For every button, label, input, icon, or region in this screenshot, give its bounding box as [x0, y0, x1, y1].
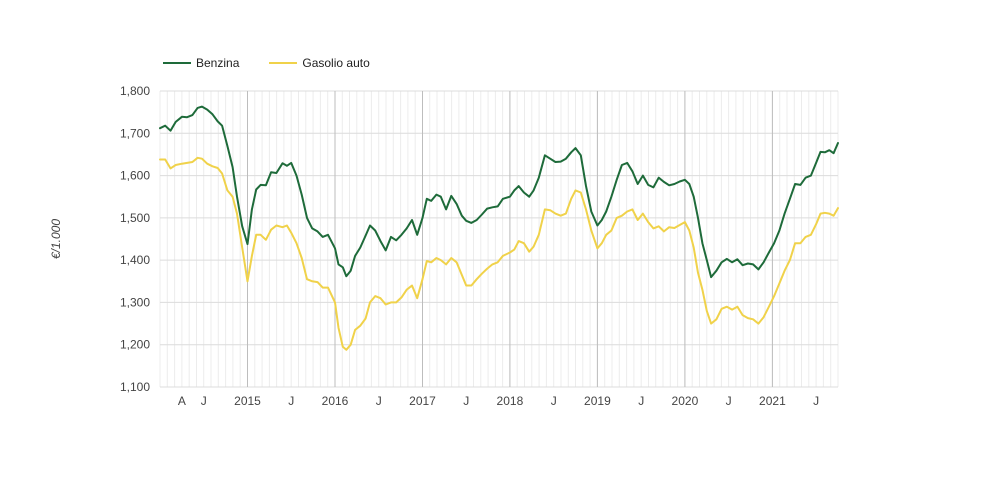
series-line-gasolio[interactable]: [159, 156, 839, 351]
x-tick-label: 2018: [497, 394, 524, 408]
legend-item-benzina[interactable]: Benzina: [163, 56, 239, 70]
x-tick-label: 2016: [322, 394, 349, 408]
x-tick-label: J: [201, 394, 207, 408]
x-tick-label: J: [638, 394, 644, 408]
legend-item-gasolio[interactable]: Gasolio auto: [269, 56, 370, 70]
x-tick-label: J: [726, 394, 732, 408]
legend-label-benzina: Benzina: [196, 56, 240, 70]
x-tick-label: J: [288, 394, 294, 408]
y-tick-label: 1,200: [120, 338, 150, 352]
legend-swatch-gasolio: [269, 62, 298, 64]
y-tick-label: 1,400: [120, 253, 150, 267]
x-tick-label: J: [376, 394, 382, 408]
x-tick-label: J: [551, 394, 557, 408]
x-tick-label: 2019: [584, 394, 611, 408]
x-tick-label: J: [463, 394, 469, 408]
x-tick-label: 2015: [234, 394, 261, 408]
x-axis-ticks: A J 2015 J 2016 J 2017 J 2018 J 2019 J 2020 J 2021 J: [178, 394, 819, 408]
y-tick-label: 1,600: [120, 169, 150, 183]
chart-series: [159, 105, 839, 351]
x-tick-label: 2020: [672, 394, 699, 408]
series-line-benzina[interactable]: [159, 105, 839, 279]
x-tick-label: 2017: [409, 394, 436, 408]
chart-legend: Benzina Gasolio auto: [163, 56, 370, 70]
y-tick-label: 1,800: [120, 84, 150, 98]
y-tick-label: 1,500: [120, 211, 150, 225]
y-tick-label: 1,300: [120, 295, 150, 309]
chart-grid: [159, 90, 839, 388]
y-axis-label: €/1.000: [49, 219, 63, 259]
y-tick-label: 1,700: [120, 126, 150, 140]
legend-swatch-benzina: [163, 62, 191, 64]
legend-label-gasolio: Gasolio auto: [302, 56, 370, 70]
x-tick-label: J: [813, 394, 819, 408]
y-axis-ticks: 1,100 1,200 1,300 1,400 1,500 1,600 1,700 1,800: [120, 84, 150, 394]
x-tick-label: A: [178, 394, 186, 408]
y-tick-label: 1,100: [120, 380, 150, 394]
x-tick-label: 2021: [759, 394, 786, 408]
